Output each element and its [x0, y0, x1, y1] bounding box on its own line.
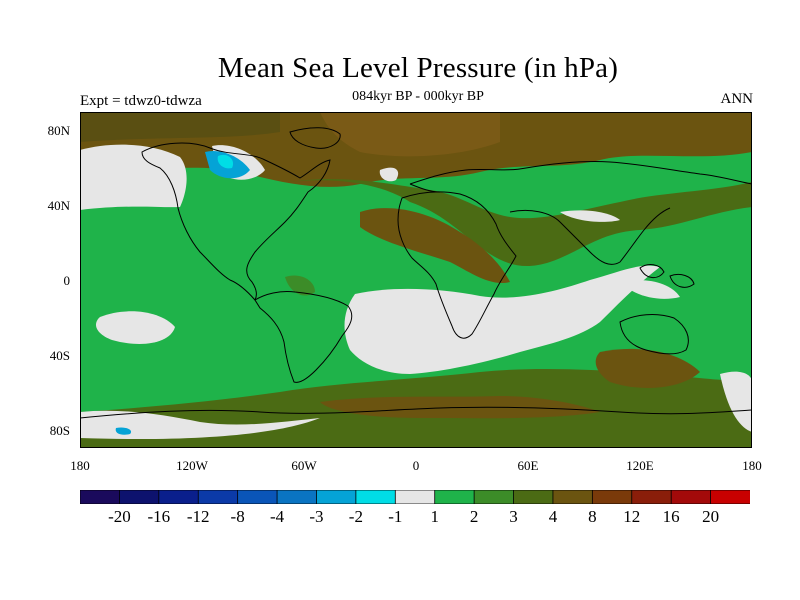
field-neutral [560, 210, 620, 222]
field-neutral [379, 167, 399, 182]
lon-label: 180 [70, 458, 90, 473]
colorbar-swatch [591, 489, 633, 505]
colorbar-label: 8 [588, 507, 597, 526]
lon-label: 120E [626, 458, 654, 473]
pressure-map [80, 112, 752, 448]
lat-label: 40S [49, 348, 70, 363]
colorbar-label: -16 [147, 507, 171, 526]
colorbar-label: 3 [509, 507, 518, 526]
colorbar-swatch [631, 489, 673, 505]
field-neutral [344, 265, 660, 374]
lat-label: 40N [47, 198, 70, 213]
lat-label: 0 [63, 273, 71, 288]
coastlines [80, 127, 752, 419]
colorbar-label: 1 [430, 507, 439, 526]
map-frame [80, 112, 752, 448]
field-neutral [620, 280, 680, 299]
colorbar-label: -1 [388, 507, 403, 526]
colorbar-swatch [158, 489, 200, 505]
lon-label: 120W [176, 458, 208, 473]
colorbar-swatch [119, 489, 160, 505]
field-negative [115, 427, 132, 435]
colorbar-swatch [276, 489, 318, 505]
field-neutral [80, 410, 320, 440]
field-neutral [96, 311, 175, 344]
lat-label: 80S [49, 423, 70, 438]
field-patch [285, 275, 315, 296]
field-patch [290, 179, 752, 267]
colorbar-swatch [473, 489, 515, 505]
field-patch [320, 112, 500, 157]
lon-label: 0 [412, 458, 420, 473]
colorbar-label: 4 [548, 507, 558, 526]
colorbar-label: -20 [108, 507, 131, 526]
colorbar-label: 20 [702, 507, 720, 526]
colorbar-swatch [394, 489, 436, 505]
field-negative [217, 154, 234, 169]
colorbar-label: 2 [469, 507, 479, 526]
colorbar-swatch [237, 489, 278, 505]
lon-label: 180 [742, 458, 762, 473]
colorbar-swatch [197, 489, 239, 505]
colorbar-swatch [316, 489, 357, 505]
season-label: ANN [720, 91, 754, 107]
colorbar-swatch [710, 489, 751, 505]
colorbar-label: 12 [623, 507, 641, 526]
colorbar-swatch [355, 489, 397, 505]
colorbar [79, 489, 751, 505]
lat-label: 80N [47, 123, 70, 138]
field-neutral [80, 144, 187, 210]
field-neutral [720, 371, 752, 432]
field-patch [595, 348, 700, 388]
colorbar-swatch [79, 489, 121, 505]
colorbar-swatch [670, 489, 712, 505]
field-patch [360, 208, 510, 283]
colorbar-label: -12 [186, 507, 210, 526]
map-title: Mean Sea Level Pressure (in hPa) [217, 52, 619, 84]
colorbar-label: -8 [230, 507, 245, 526]
lon-label: 60W [291, 458, 317, 473]
lon-label: 60E [517, 458, 539, 473]
colorbar-label: -2 [348, 507, 363, 526]
colorbar-swatch [552, 489, 594, 505]
colorbar-swatch [513, 489, 554, 505]
colorbar-label: 16 [662, 507, 680, 526]
field-patch [80, 112, 280, 142]
map-subtitle: 084kyr BP - 000kyr BP [352, 89, 484, 104]
experiment-label: Expt = tdwz0-tdwza [80, 93, 202, 109]
colorbar-swatch [434, 489, 476, 505]
colorbar-label: -3 [309, 507, 324, 526]
colorbar-label: -4 [269, 507, 285, 526]
